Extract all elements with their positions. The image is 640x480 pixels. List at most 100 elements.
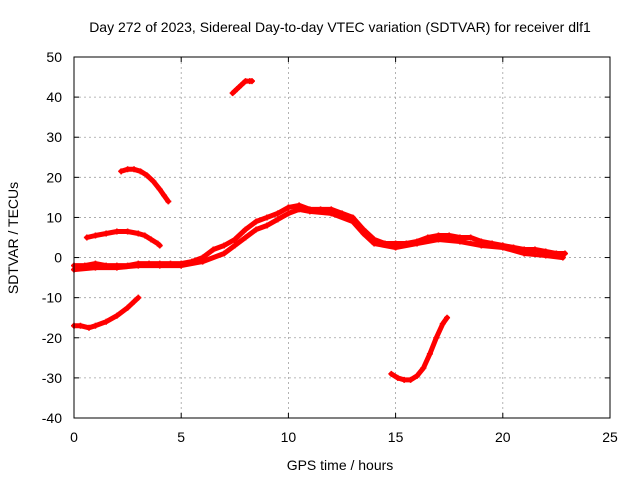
data-point (92, 232, 99, 239)
x-tick-label: 15 (388, 429, 404, 445)
x-tick-label: 10 (281, 429, 297, 445)
data-point (521, 250, 528, 257)
data-point (103, 230, 110, 237)
data-point (233, 86, 240, 93)
data-point (92, 322, 99, 329)
series-arc-upper-left (83, 228, 163, 249)
data-point (531, 246, 538, 253)
data-point (296, 206, 303, 213)
y-tick-label: -30 (42, 370, 62, 386)
data-point (407, 376, 414, 383)
data-point (561, 250, 568, 257)
data-point (478, 242, 485, 249)
x-tick-label: 20 (495, 429, 511, 445)
data-point (229, 90, 236, 97)
data-point (392, 244, 399, 251)
series-arc-twenty (118, 166, 172, 205)
data-point (559, 254, 566, 261)
data-point (148, 236, 155, 243)
series-arc-forty (229, 78, 255, 97)
data-point (124, 166, 131, 173)
data-point (456, 238, 463, 245)
data-point (371, 240, 378, 247)
data-point (542, 252, 549, 259)
data-point (221, 242, 228, 249)
data-point (285, 210, 292, 217)
data-point (118, 168, 125, 175)
data-point (131, 298, 138, 305)
y-tick-label: -40 (42, 410, 62, 426)
series-layer (71, 78, 568, 383)
x-axis-label: GPS time / hours (287, 457, 394, 473)
data-point (141, 232, 148, 239)
data-point (349, 218, 356, 225)
data-point (446, 232, 453, 239)
data-point (253, 226, 260, 233)
x-tick-label: 25 (602, 429, 618, 445)
data-point (401, 376, 408, 383)
data-point (199, 258, 206, 265)
series-line (84, 229, 163, 248)
data-point (328, 210, 335, 217)
data-point (143, 172, 150, 179)
data-point (414, 240, 421, 247)
y-tick-label: 20 (46, 169, 62, 185)
plot-frame (73, 56, 611, 419)
data-point (388, 370, 395, 377)
data-point (435, 236, 442, 243)
data-point (444, 314, 451, 321)
y-tick-label: 30 (46, 129, 62, 145)
series-line (118, 166, 171, 204)
y-tick-label: -10 (42, 290, 62, 306)
data-point (124, 228, 131, 235)
data-point (263, 222, 270, 229)
data-point (83, 234, 90, 241)
tick-layer: 0 5 10 15 20 25 -40 -30 -20 -10 0 10 20 30 40 50 (42, 49, 618, 445)
data-point (77, 322, 84, 329)
y-axis-label: SDTVAR / TECUs (5, 182, 21, 294)
data-point (499, 244, 506, 251)
data-point (426, 350, 433, 357)
data-point (238, 82, 245, 89)
data-point (221, 250, 228, 257)
data-point (360, 230, 367, 237)
data-point (433, 334, 440, 341)
data-point (285, 204, 292, 211)
data-point (92, 264, 99, 271)
data-point (113, 312, 120, 319)
y-tick-label: 10 (46, 209, 62, 225)
data-point (439, 320, 446, 327)
data-point (113, 228, 120, 235)
data-point (135, 294, 142, 301)
data-point (156, 186, 163, 193)
data-point (137, 168, 144, 175)
y-tick-label: 40 (46, 89, 62, 105)
data-point (135, 262, 142, 269)
grid-layer (74, 57, 610, 418)
data-point (150, 178, 157, 185)
data-point (242, 234, 249, 241)
data-point (248, 78, 255, 85)
series-main-track-b (71, 206, 566, 273)
data-point (161, 192, 168, 199)
data-point (263, 214, 270, 221)
x-tick-label: 0 (70, 429, 78, 445)
data-point (420, 364, 427, 371)
data-point (231, 242, 238, 249)
y-tick-label: 0 (54, 250, 62, 266)
data-point (242, 226, 249, 233)
data-point (135, 230, 142, 237)
x-tick-label: 5 (177, 429, 185, 445)
data-point (253, 218, 260, 225)
data-point (113, 264, 120, 271)
data-point (124, 304, 131, 311)
series-line (388, 315, 450, 383)
series-dip-fifteen (388, 314, 451, 383)
data-point (103, 318, 110, 325)
data-point (165, 198, 172, 205)
data-point (210, 246, 217, 253)
data-point (156, 262, 163, 269)
data-point (86, 324, 93, 331)
data-point (156, 242, 163, 249)
